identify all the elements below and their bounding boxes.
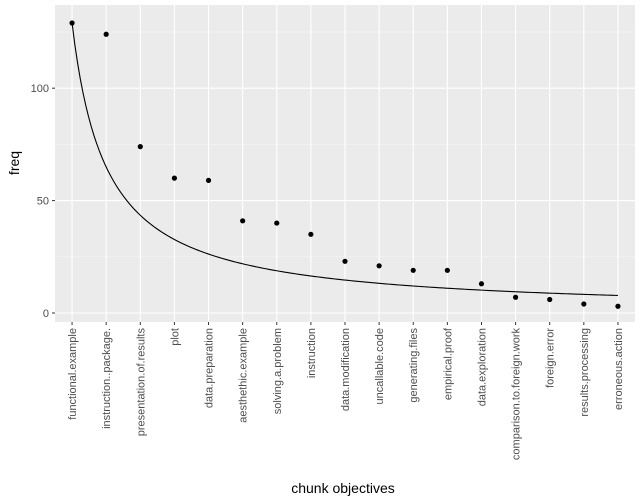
x-tick-label: data.preparation — [204, 328, 216, 408]
x-tick-label: foreign.error — [545, 328, 557, 388]
data-point — [103, 31, 109, 37]
x-tick-label: instruction..package. — [101, 328, 113, 429]
x-tick-label: instruction — [306, 328, 318, 378]
x-tick-label: results.processing — [579, 328, 591, 417]
x-tick-label: generating.files — [408, 328, 420, 403]
x-tick-label: plot — [169, 328, 181, 346]
x-tick-label: presentation.of.results — [135, 328, 147, 437]
major-gridlines — [55, 5, 635, 322]
x-tick-label: aesthethic.example — [238, 328, 250, 423]
data-point — [274, 220, 280, 226]
data-point — [171, 175, 178, 181]
data-point — [444, 267, 450, 273]
data-point — [69, 20, 75, 26]
x-tick-label: comparison.to.foreign.work — [511, 328, 523, 461]
data-point — [308, 231, 314, 237]
data-point — [205, 177, 212, 183]
y-tick-label: 100 — [31, 83, 49, 95]
data-point — [581, 301, 587, 307]
x-tick-label: data.modification — [340, 328, 352, 411]
x-tick-label: empirical.proof — [442, 327, 454, 400]
y-axis-title: freq — [6, 151, 22, 175]
x-axis-title: chunk objectives — [291, 480, 395, 496]
data-point — [137, 144, 143, 150]
fitted-curve — [71, 22, 618, 297]
y-tick-label: 0 — [43, 308, 49, 320]
x-tick-label: data.exploration — [476, 328, 488, 406]
data-point — [547, 296, 553, 303]
data-point — [615, 303, 621, 309]
y-axis: 0 50 100 — [31, 83, 55, 320]
data-point — [342, 258, 348, 264]
data-point — [240, 218, 246, 224]
x-tick-label: functional.example — [67, 328, 79, 420]
data-points — [69, 20, 621, 309]
x-tick-label: solving.a.problem — [272, 328, 284, 414]
data-point — [512, 294, 519, 300]
x-tick-label: uncallable.code — [374, 328, 386, 404]
x-tick-label: erroneous.action — [613, 328, 625, 410]
y-tick-label: 50 — [37, 196, 49, 208]
x-axis: functional.example instruction..package. p… — [67, 322, 625, 460]
data-point — [376, 263, 382, 269]
data-point — [478, 281, 485, 287]
data-point — [410, 267, 416, 273]
